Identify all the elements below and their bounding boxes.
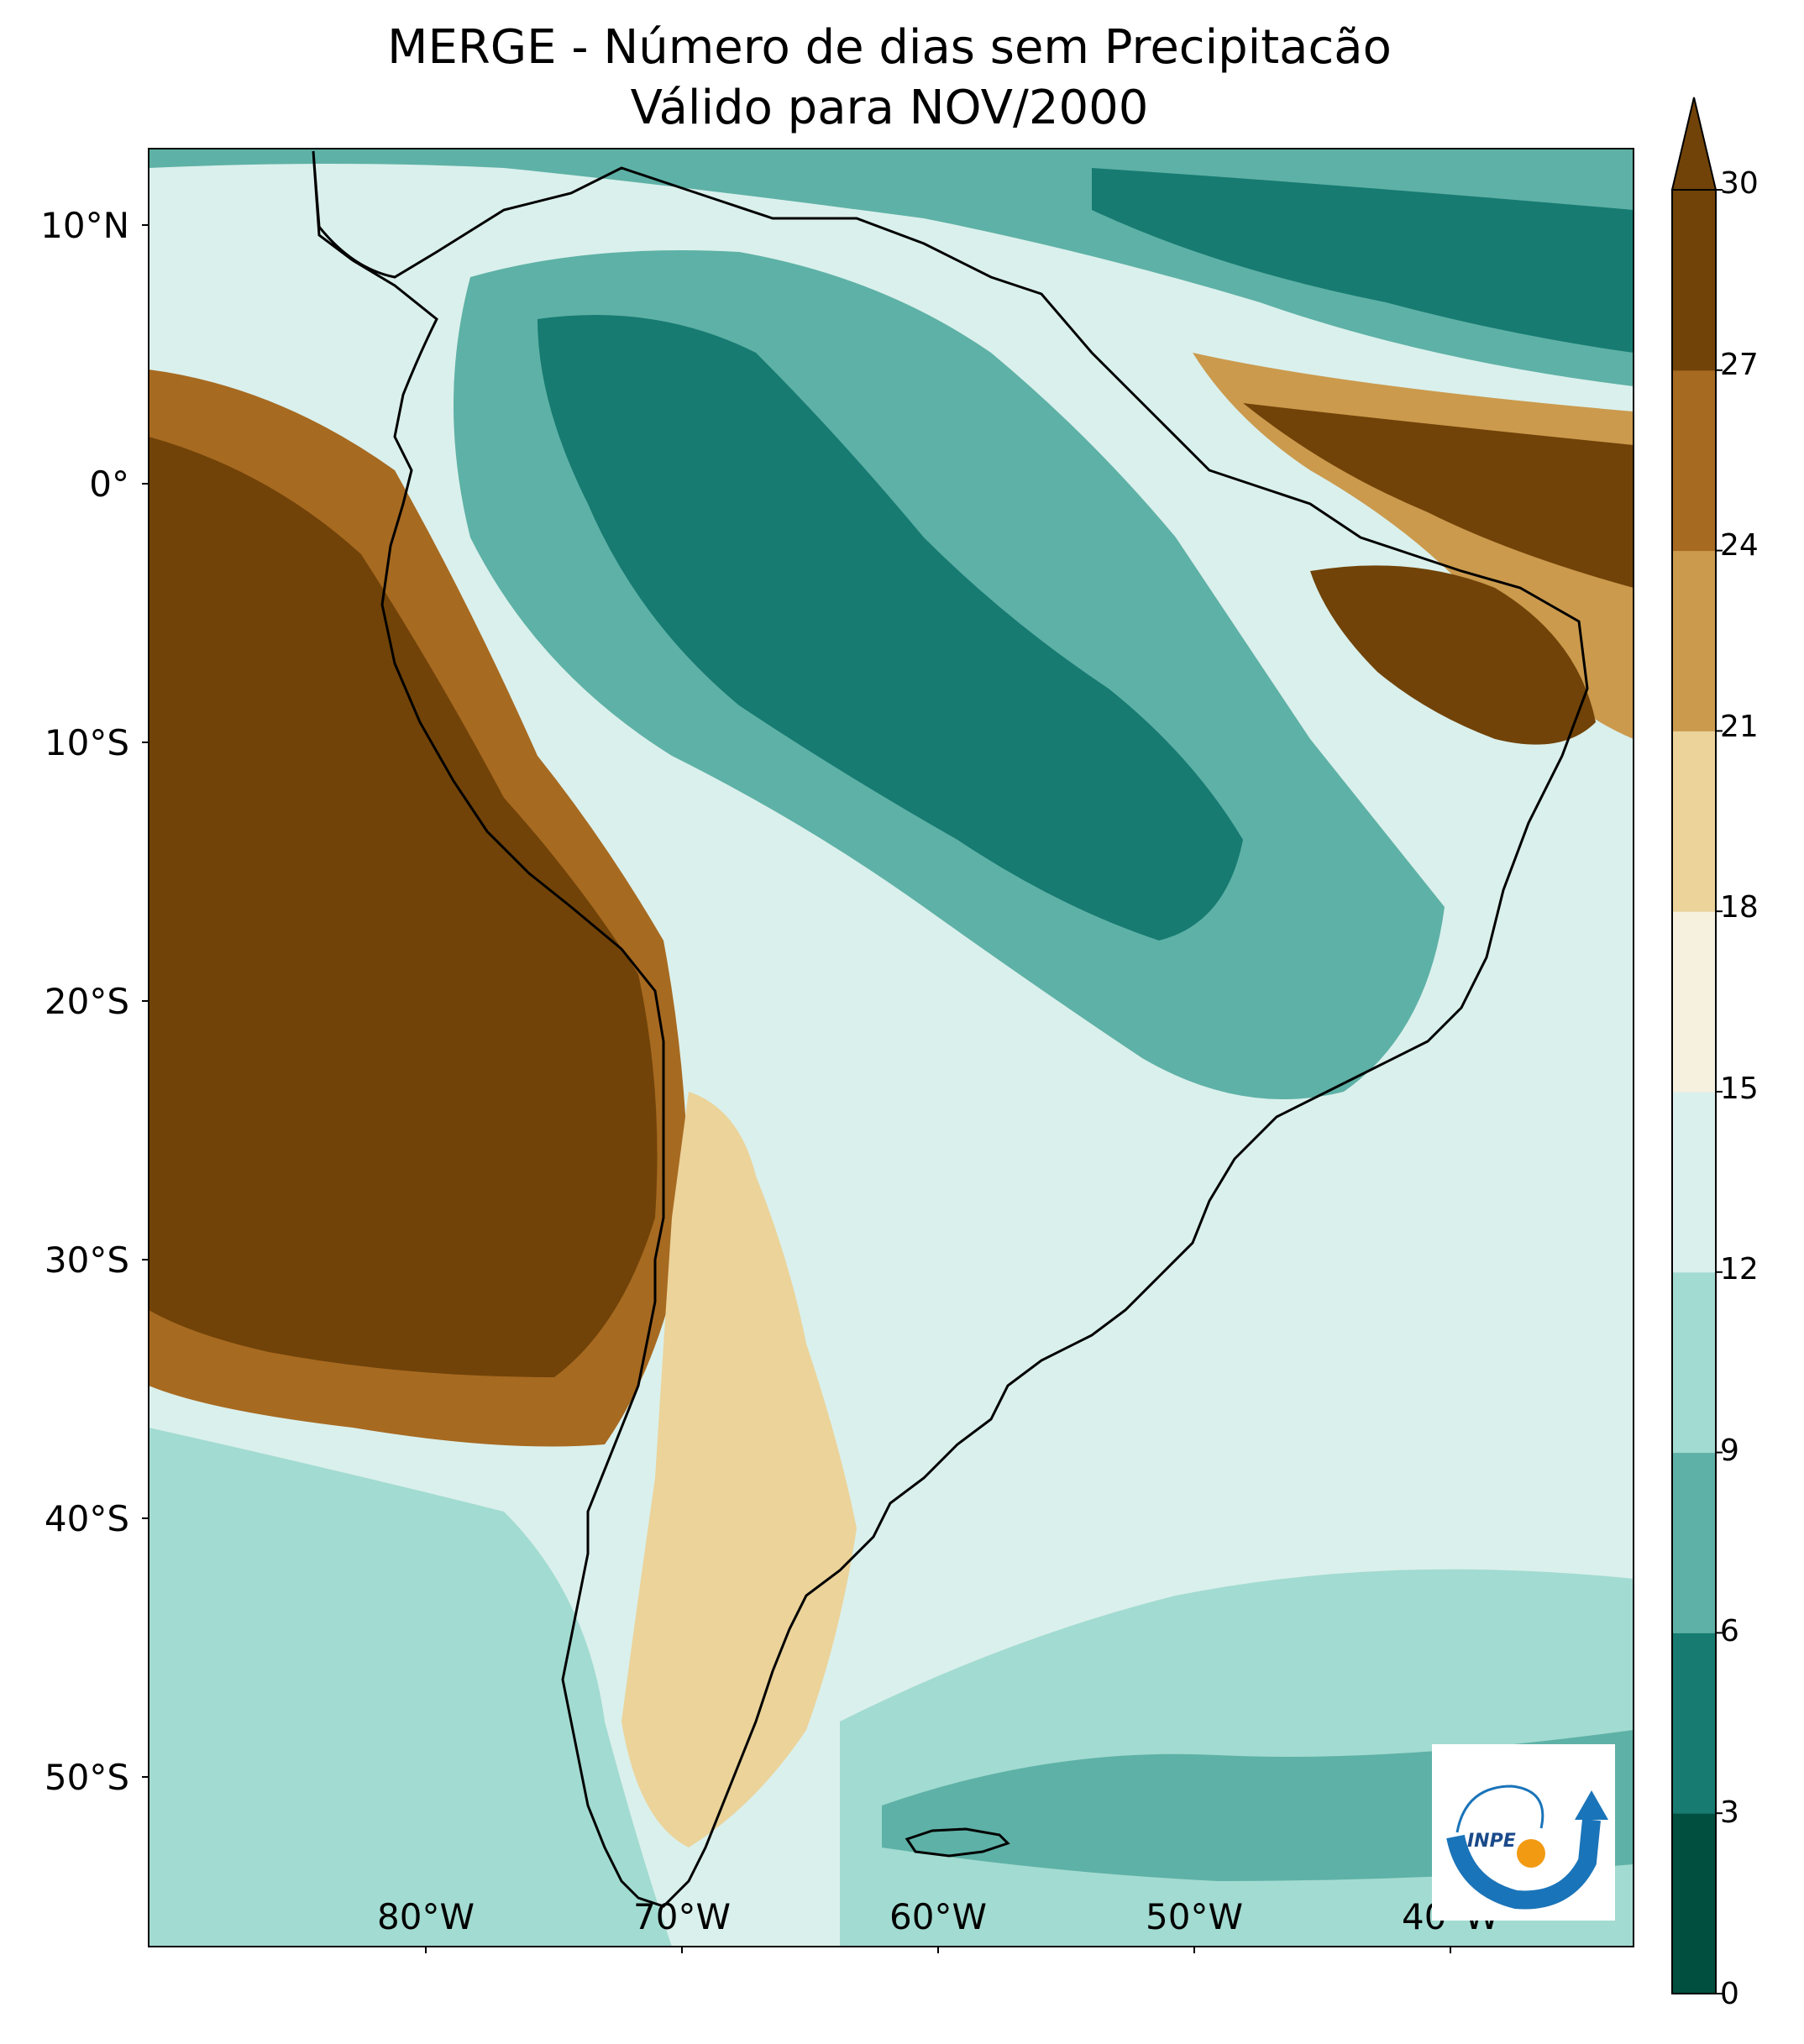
field-atlantic-very-dry bbox=[1243, 403, 1634, 588]
colorbar-band-5 bbox=[1672, 911, 1716, 1093]
logo-sun bbox=[1517, 1839, 1545, 1868]
lat-ticks bbox=[142, 224, 149, 1778]
logo-orbit bbox=[1455, 1785, 1544, 1833]
lat-label-20s: 20°S bbox=[44, 981, 129, 1022]
colorbar bbox=[1670, 97, 1723, 1994]
map-field bbox=[149, 149, 1634, 1947]
lon-label-80w: 80°W bbox=[377, 1896, 475, 1937]
lat-label-50s: 50°S bbox=[44, 1757, 129, 1798]
colorbar-band-0 bbox=[1672, 1813, 1716, 1994]
colorbar-label-12: 12 bbox=[1720, 1252, 1759, 1287]
colorbar-label-3: 3 bbox=[1720, 1795, 1739, 1830]
falklands-outline bbox=[905, 1827, 1010, 1858]
field-north-dark bbox=[1092, 168, 1634, 353]
logo-swoosh bbox=[1446, 1818, 1601, 1910]
colorbar-label-0: 0 bbox=[1720, 1977, 1739, 2011]
field-pacific-very-dry bbox=[149, 437, 658, 1377]
colorbar-label-18: 18 bbox=[1720, 890, 1759, 925]
map-subtitle: Válido para NOV/2000 bbox=[630, 81, 1149, 135]
colorbar-label-27: 27 bbox=[1720, 348, 1759, 382]
colorbar-label-6: 6 bbox=[1720, 1614, 1739, 1648]
continent-outline bbox=[312, 150, 1589, 1908]
colorbar-label-21: 21 bbox=[1720, 710, 1759, 744]
colorbar-label-24: 24 bbox=[1720, 528, 1759, 563]
colorbar-band-6 bbox=[1672, 731, 1716, 912]
colorbar-label-15: 15 bbox=[1720, 1072, 1759, 1106]
lat-label-10n: 10°N bbox=[40, 205, 129, 246]
field-amazon-very-wet bbox=[538, 315, 1243, 941]
plot-frame bbox=[148, 148, 1634, 1947]
lat-label-0: 0° bbox=[89, 464, 129, 505]
colorbar-band-1 bbox=[1672, 1633, 1716, 1814]
colorbar-extend-arrow bbox=[1670, 97, 1717, 191]
inpe-logo: INPE bbox=[1432, 1744, 1615, 1921]
field-patagonia-dry bbox=[621, 1092, 857, 1847]
colorbar-band-8 bbox=[1672, 369, 1716, 552]
colorbar-band-3 bbox=[1672, 1271, 1716, 1454]
lon-label-50w: 50°W bbox=[1146, 1896, 1243, 1937]
logo-text: INPE bbox=[1467, 1831, 1516, 1852]
logo-arrow bbox=[1575, 1790, 1608, 1820]
lon-label-70w: 70°W bbox=[633, 1896, 731, 1937]
colorbar-label-9: 9 bbox=[1720, 1433, 1739, 1468]
lat-label-40s: 40°S bbox=[44, 1498, 129, 1539]
lon-label-60w: 60°W bbox=[889, 1896, 987, 1937]
field-south-pacific bbox=[149, 1428, 672, 1947]
map-title: MERGE - Número de dias sem Precipitacão bbox=[387, 20, 1392, 75]
lon-ticks bbox=[425, 1947, 1451, 1953]
lat-label-10s: 10°S bbox=[44, 722, 129, 763]
colorbar-label-30: 30 bbox=[1720, 166, 1759, 201]
colorbar-band-2 bbox=[1672, 1452, 1716, 1633]
colorbar-band-7 bbox=[1672, 550, 1716, 731]
colorbar-band-9 bbox=[1672, 190, 1716, 371]
inpe-logo-graphic: INPE bbox=[1446, 1785, 1608, 1910]
field-ne-dry bbox=[1310, 565, 1596, 745]
colorbar-band-4 bbox=[1672, 1092, 1716, 1273]
lat-label-30s: 30°S bbox=[44, 1240, 129, 1281]
